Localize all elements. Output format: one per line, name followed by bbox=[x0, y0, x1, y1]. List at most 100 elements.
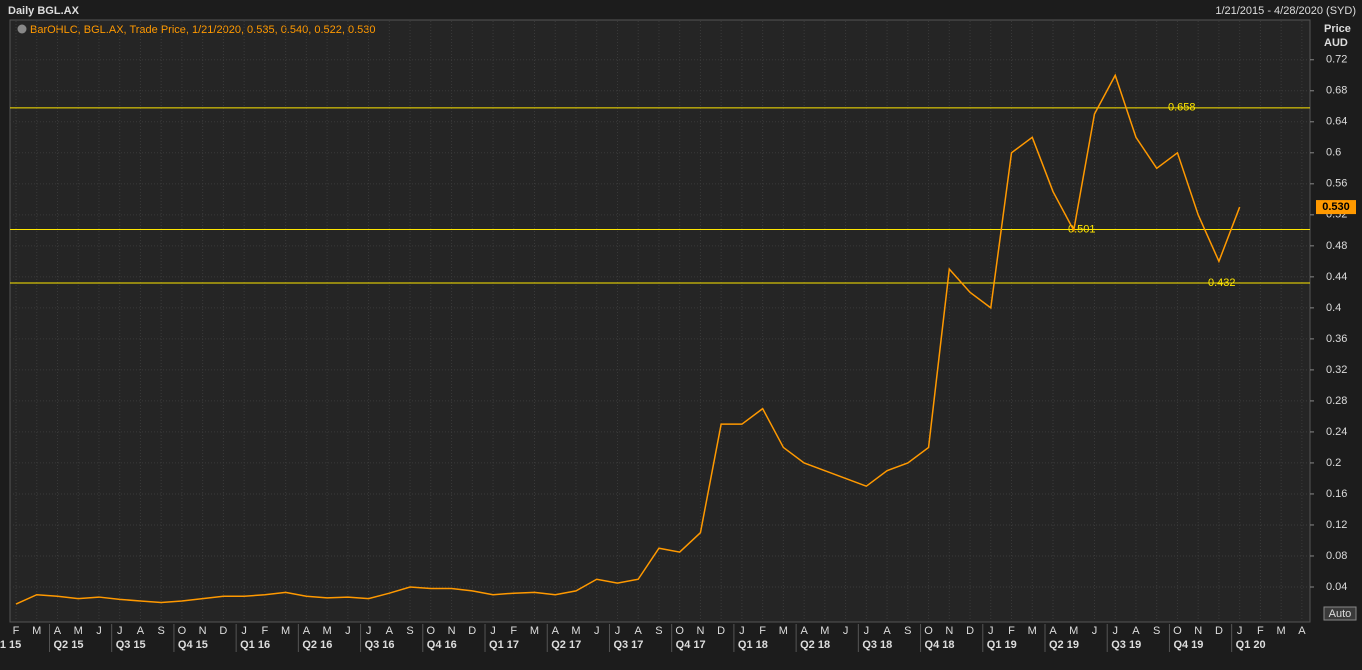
x-tick-label: J bbox=[345, 625, 351, 637]
last-price-box bbox=[1316, 200, 1356, 215]
x-tick-label: S bbox=[158, 625, 165, 637]
quarter-label: Q3 18 bbox=[862, 639, 892, 651]
y-tick-label: 0.72 bbox=[1326, 54, 1347, 66]
y-tick-label: 0.64 bbox=[1326, 116, 1347, 128]
x-tick-label: F bbox=[13, 625, 20, 637]
y-tick-label: 0.48 bbox=[1326, 240, 1347, 252]
x-tick-label: N bbox=[199, 625, 207, 637]
x-tick-label: A bbox=[386, 625, 394, 637]
x-tick-label: F bbox=[1008, 625, 1015, 637]
x-tick-label: O bbox=[178, 625, 187, 637]
x-tick-label: J bbox=[1112, 625, 1118, 637]
quarter-label: Q3 17 bbox=[613, 639, 643, 651]
x-tick-label: M bbox=[571, 625, 580, 637]
y-tick-label: 0.44 bbox=[1326, 271, 1347, 283]
x-tick-label: M bbox=[323, 625, 332, 637]
quarter-label: Q1 18 bbox=[738, 639, 768, 651]
auto-label[interactable]: Auto bbox=[1329, 608, 1352, 620]
level-label: 0.432 bbox=[1208, 277, 1236, 289]
x-tick-label: J bbox=[988, 625, 994, 637]
x-tick-label: S bbox=[406, 625, 413, 637]
y-tick-label: 0.2 bbox=[1326, 457, 1341, 469]
x-tick-label: O bbox=[924, 625, 933, 637]
y-tick-label: 0.32 bbox=[1326, 364, 1347, 376]
legend-entry: BarOHLC, BGL.AX, Trade Price, 1/21/2020,… bbox=[30, 24, 376, 36]
x-tick-label: D bbox=[966, 625, 974, 637]
quarter-label: Q3 15 bbox=[116, 639, 146, 651]
level-label: 0.658 bbox=[1168, 102, 1196, 114]
x-tick-label: J bbox=[117, 625, 123, 637]
date-range: 1/21/2015 - 4/28/2020 (SYD) bbox=[1215, 5, 1356, 17]
x-tick-label: J bbox=[490, 625, 496, 637]
quarter-label: Q2 17 bbox=[551, 639, 581, 651]
quarter-label: Q2 15 bbox=[53, 639, 83, 651]
x-tick-label: J bbox=[739, 625, 745, 637]
quarter-label: Q1 15 bbox=[0, 639, 21, 651]
y-tick-label: 0.6 bbox=[1326, 147, 1341, 159]
x-tick-label: J bbox=[1237, 625, 1243, 637]
x-tick-label: A bbox=[137, 625, 145, 637]
quarter-label: Q2 16 bbox=[302, 639, 332, 651]
x-tick-label: A bbox=[1049, 625, 1057, 637]
x-tick-label: N bbox=[945, 625, 953, 637]
x-tick-label: N bbox=[448, 625, 456, 637]
x-tick-label: A bbox=[303, 625, 311, 637]
x-tick-label: M bbox=[281, 625, 290, 637]
y-axis-label: Price bbox=[1324, 23, 1351, 35]
x-tick-label: F bbox=[759, 625, 766, 637]
quarter-label: Q1 17 bbox=[489, 639, 519, 651]
x-tick-label: O bbox=[675, 625, 684, 637]
quarter-label: Q4 15 bbox=[178, 639, 208, 651]
x-tick-label: D bbox=[219, 625, 227, 637]
x-tick-label: S bbox=[655, 625, 662, 637]
x-tick-label: O bbox=[427, 625, 436, 637]
x-tick-label: N bbox=[1194, 625, 1202, 637]
x-tick-label: D bbox=[468, 625, 476, 637]
y-tick-label: 0.24 bbox=[1326, 426, 1347, 438]
x-tick-label: F bbox=[262, 625, 269, 637]
x-tick-label: A bbox=[1132, 625, 1140, 637]
x-tick-label: J bbox=[241, 625, 247, 637]
x-tick-label: J bbox=[843, 625, 849, 637]
quarter-label: Q2 19 bbox=[1049, 639, 1079, 651]
x-tick-label: M bbox=[1069, 625, 1078, 637]
x-tick-label: M bbox=[1277, 625, 1286, 637]
x-tick-label: J bbox=[1092, 625, 1098, 637]
x-tick-label: J bbox=[864, 625, 870, 637]
level-label: 0.501 bbox=[1068, 223, 1096, 235]
x-tick-label: J bbox=[594, 625, 600, 637]
x-tick-label: S bbox=[904, 625, 911, 637]
x-tick-label: J bbox=[615, 625, 621, 637]
auto-button[interactable] bbox=[1323, 606, 1357, 621]
y-tick-label: 0.08 bbox=[1326, 550, 1347, 562]
quarter-label: Q1 16 bbox=[240, 639, 270, 651]
last-price-label: 0.530 bbox=[1322, 201, 1350, 213]
quarter-label: Q4 17 bbox=[676, 639, 706, 651]
x-tick-label: A bbox=[54, 625, 62, 637]
x-tick-label: M bbox=[530, 625, 539, 637]
x-tick-label: A bbox=[552, 625, 560, 637]
y-axis-unit: AUD bbox=[1324, 37, 1348, 49]
x-tick-label: M bbox=[74, 625, 83, 637]
y-tick-label: 0.4 bbox=[1326, 302, 1341, 314]
quarter-label: Q4 18 bbox=[925, 639, 955, 651]
quarter-label: Q1 19 bbox=[987, 639, 1017, 651]
y-tick-label: 0.16 bbox=[1326, 488, 1347, 500]
chart-title: Daily BGL.AX bbox=[8, 5, 80, 17]
y-tick-label: 0.36 bbox=[1326, 333, 1347, 345]
x-tick-label: S bbox=[1153, 625, 1160, 637]
quarter-label: Q3 16 bbox=[365, 639, 395, 651]
x-tick-label: M bbox=[1028, 625, 1037, 637]
x-tick-label: O bbox=[1173, 625, 1182, 637]
x-tick-label: M bbox=[32, 625, 41, 637]
quarter-label: Q3 19 bbox=[1111, 639, 1141, 651]
x-tick-label: A bbox=[800, 625, 808, 637]
x-tick-label: A bbox=[635, 625, 643, 637]
quarter-label: Q1 20 bbox=[1236, 639, 1266, 651]
x-tick-label: F bbox=[1257, 625, 1264, 637]
y-tick-label: 0.28 bbox=[1326, 395, 1347, 407]
x-tick-label: J bbox=[366, 625, 372, 637]
x-tick-label: A bbox=[883, 625, 891, 637]
x-tick-label: J bbox=[96, 625, 102, 637]
